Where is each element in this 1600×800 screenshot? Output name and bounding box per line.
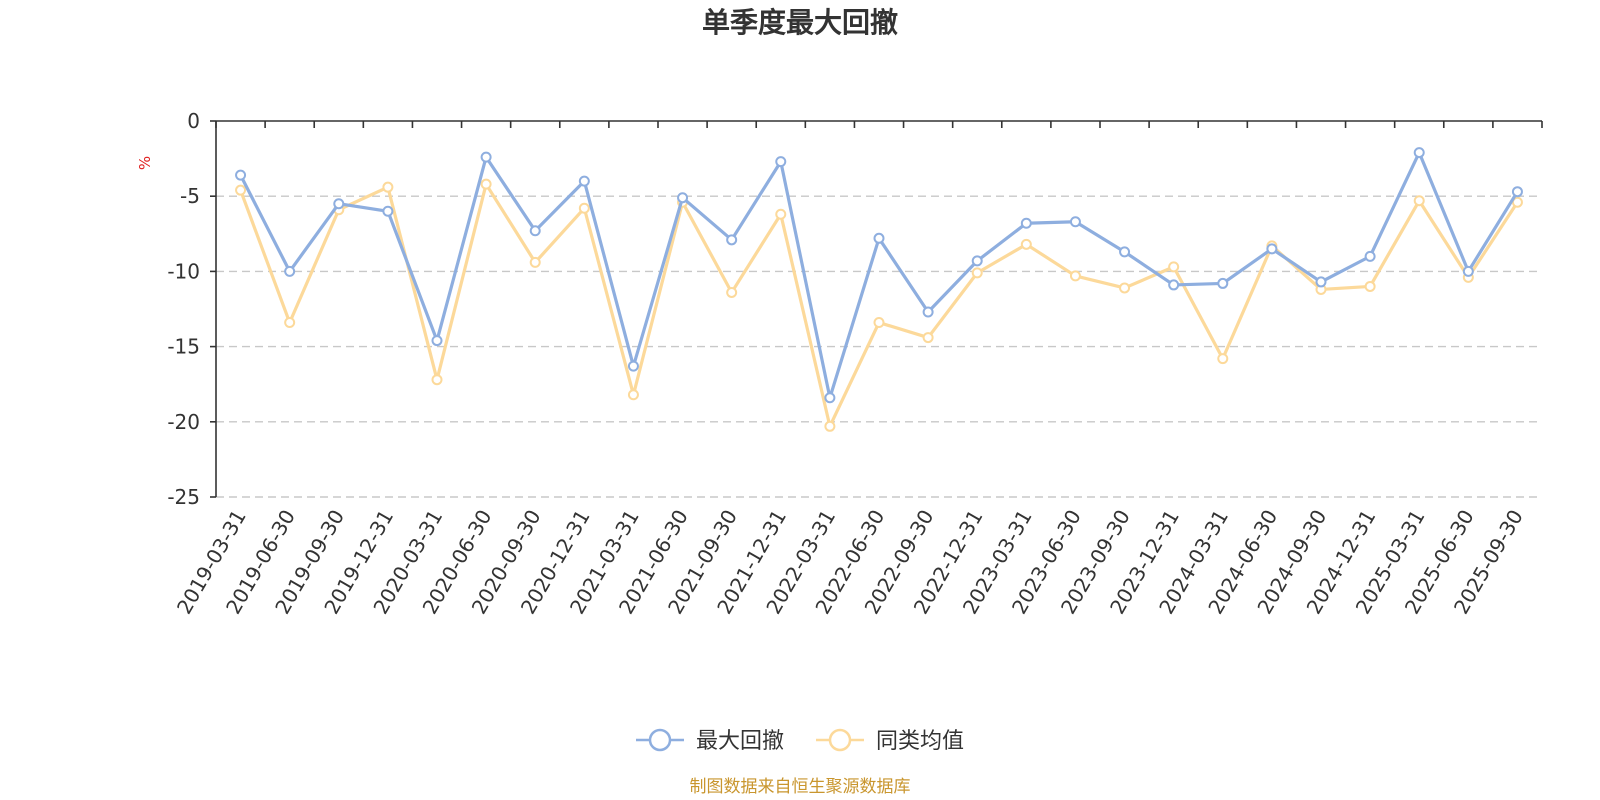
data-point [1069,216,1081,228]
data-point [922,306,934,318]
data-point [1020,217,1032,229]
data-point [627,360,639,372]
legend: 最大回撤 同类均值 [636,728,964,754]
data-point [775,208,787,220]
y-tick-label: -5 [180,184,200,208]
data-point [726,286,738,298]
y-tick-label: -20 [167,410,200,434]
data-point [529,225,541,237]
data-point [1462,265,1474,277]
data-point [235,184,247,196]
data-point [284,265,296,277]
data-point [726,234,738,246]
chart-title: 单季度最大回撤 [702,6,898,39]
series-lines [235,147,1523,432]
data-point [873,317,885,329]
axes [210,120,1543,498]
data-point [824,420,836,432]
legend-item-max-drawdown[interactable]: 最大回撤 [636,728,784,754]
grid-lines [216,195,1542,498]
data-point [431,374,443,386]
data-point [1168,261,1180,273]
data-point [971,267,983,279]
data-point [677,192,689,204]
data-point [775,156,787,168]
data-point [1315,276,1327,288]
data-source-note: 制图数据来自恒生聚源数据库 [690,777,911,797]
legend-label-max-drawdown: 最大回撤 [696,729,784,754]
data-point [333,198,345,210]
y-tick-label: -25 [167,485,200,509]
data-point [480,151,492,163]
y-tick-label: -15 [167,335,200,359]
data-point [578,175,590,187]
data-point [1364,280,1376,292]
data-point [235,169,247,181]
data-point [382,205,394,217]
data-point [529,256,541,268]
data-point [971,255,983,267]
y-axis-unit: % [136,156,154,170]
y-tick-label: 0 [187,109,200,133]
data-point [1119,246,1131,258]
data-point [627,389,639,401]
data-point [824,392,836,404]
legend-label-category-average: 同类均值 [876,729,964,754]
y-tick-labels: 0 -5 -10 -15 -20 -25 [167,109,200,509]
data-point [873,232,885,244]
series-1 [235,147,1523,404]
data-point [1217,277,1229,289]
data-point [1413,147,1425,159]
legend-marker-category-average [828,728,852,752]
data-point [1364,250,1376,262]
data-point [1217,353,1229,365]
legend-item-category-average[interactable]: 同类均值 [816,728,964,754]
data-point [1511,186,1523,198]
data-point [1119,282,1131,294]
series-line-2 [238,182,1520,428]
data-point [1069,270,1081,282]
data-point [284,317,296,329]
data-point [1266,243,1278,255]
legend-marker-max-drawdown [648,728,672,752]
data-point [382,181,394,193]
data-point [431,335,443,347]
data-point [1168,279,1180,291]
data-point [1511,196,1523,208]
y-tick-label: -10 [167,259,200,283]
series-2 [235,178,1523,432]
data-point [578,202,590,214]
data-point [922,332,934,344]
data-point [1413,195,1425,207]
data-point [1020,238,1032,250]
x-tick-labels: 2019-03-312019-06-302019-09-302019-12-31… [172,505,1528,618]
data-point [480,178,492,190]
